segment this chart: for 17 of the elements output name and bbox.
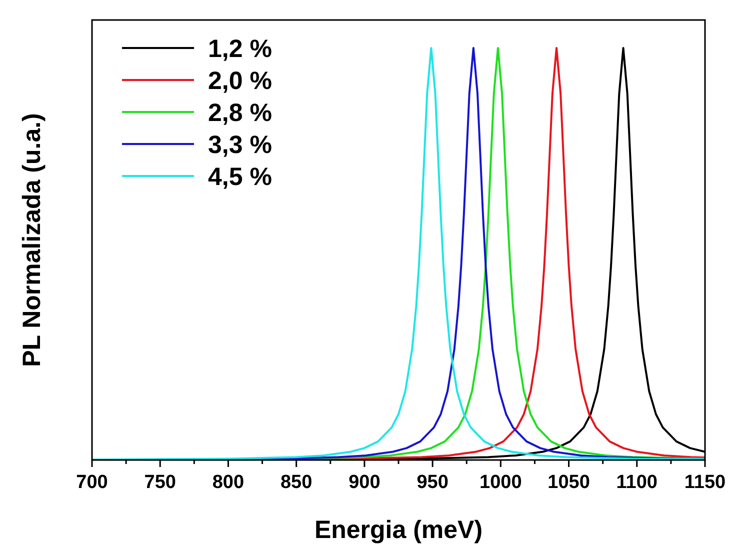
y-axis-title: PL Normalizada (u.a.) (18, 113, 46, 367)
x-tick-label: 1150 (684, 472, 726, 493)
legend-label: 2,0 % (208, 67, 272, 95)
legend-label: 2,8 % (208, 99, 272, 127)
x-tick-label: 750 (144, 472, 176, 493)
legend-label: 4,5 % (208, 163, 272, 191)
legend-label: 1,2 % (208, 35, 272, 63)
x-tick-label: 1100 (616, 472, 658, 493)
x-tick-label: 800 (212, 472, 244, 493)
x-tick-label: 950 (416, 472, 448, 493)
legend-label: 3,3 % (208, 131, 272, 159)
x-tick-label: 700 (76, 472, 108, 493)
x-tick-label: 1050 (548, 472, 590, 493)
x-tick-label: 900 (348, 472, 380, 493)
x-axis-title: Energia (meV) (314, 516, 483, 544)
x-tick-label: 850 (280, 472, 312, 493)
x-tick-label: 1000 (480, 472, 522, 493)
